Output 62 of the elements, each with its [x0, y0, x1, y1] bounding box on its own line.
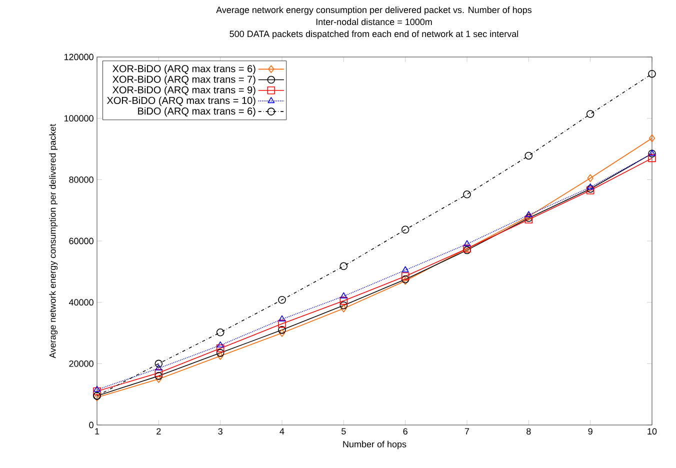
y-tick-label: 20000: [69, 360, 94, 367]
point: [216, 328, 224, 336]
point: [648, 154, 656, 162]
point: [340, 304, 347, 312]
x-tick-label: 7: [464, 428, 470, 434]
point: [340, 302, 348, 310]
point: [586, 110, 594, 118]
point: [278, 329, 286, 337]
chart-subtitle: Inter-nodal distance = 1000m: [316, 18, 432, 26]
point: [340, 292, 348, 298]
point: [340, 296, 348, 305]
legend-label: BiDO (ARQ max trans = 6): [138, 107, 256, 117]
x-tick-label: 8: [526, 428, 531, 435]
x-tick-label: 5: [342, 428, 346, 434]
y-tick-label: 0: [89, 422, 94, 428]
point: [340, 262, 348, 270]
legend-label: XOR-BiDO (ARQ max trans = 10): [106, 96, 256, 106]
point: [524, 152, 533, 160]
y-tick-label: 120000: [64, 54, 94, 60]
point: [216, 341, 224, 348]
x-tick-label: 10: [648, 428, 657, 435]
point: [463, 190, 471, 198]
x-tick-label: 3: [218, 428, 222, 435]
point: [217, 352, 224, 360]
point: [216, 344, 224, 352]
point: [216, 349, 224, 357]
point: [525, 211, 532, 218]
point: [278, 320, 286, 328]
point: [155, 364, 162, 370]
x-tick-label: 9: [588, 428, 592, 435]
point: [587, 174, 594, 182]
point: [93, 387, 101, 396]
point: [648, 134, 656, 142]
point: [154, 360, 163, 368]
point: [156, 375, 162, 383]
point: [586, 183, 594, 190]
x-axis-title: Number of hops: [343, 440, 406, 450]
point: [154, 368, 163, 377]
legend-label: XOR-BiDO (ARQ max trans = 9): [112, 86, 256, 96]
point: [402, 266, 409, 272]
y-tick-label: 60000: [69, 238, 94, 244]
y-tick-label: 80000: [69, 176, 94, 183]
point: [401, 226, 410, 234]
point: [464, 240, 470, 246]
point: [648, 70, 656, 78]
text: 500 DATA packets dispatched from each end of network at 1 sec interval: [230, 30, 518, 39]
point: [278, 326, 286, 334]
point: [278, 296, 286, 304]
x-tick-label: 4: [280, 428, 284, 434]
x-tick-label: 1: [95, 428, 100, 434]
legend-label: XOR-BiDO (ARQ max trans = 7): [112, 75, 256, 85]
chart-title: Average network energy consumption per delivered packet vs. Number of hops: [216, 6, 532, 15]
point: [94, 386, 100, 392]
point: [154, 372, 163, 380]
point: [278, 315, 286, 322]
x-tick-label: 2: [156, 428, 161, 434]
legend-label: XOR-BiDO (ARQ max trans = 6): [112, 64, 256, 74]
y-tick-label: 40000: [68, 299, 94, 306]
y-tick-label: 100000: [64, 115, 94, 122]
point: [401, 272, 410, 280]
x-tick-label: 6: [403, 428, 408, 435]
y-axis-title: Average network energy consumption per delivered packet: [49, 124, 58, 358]
